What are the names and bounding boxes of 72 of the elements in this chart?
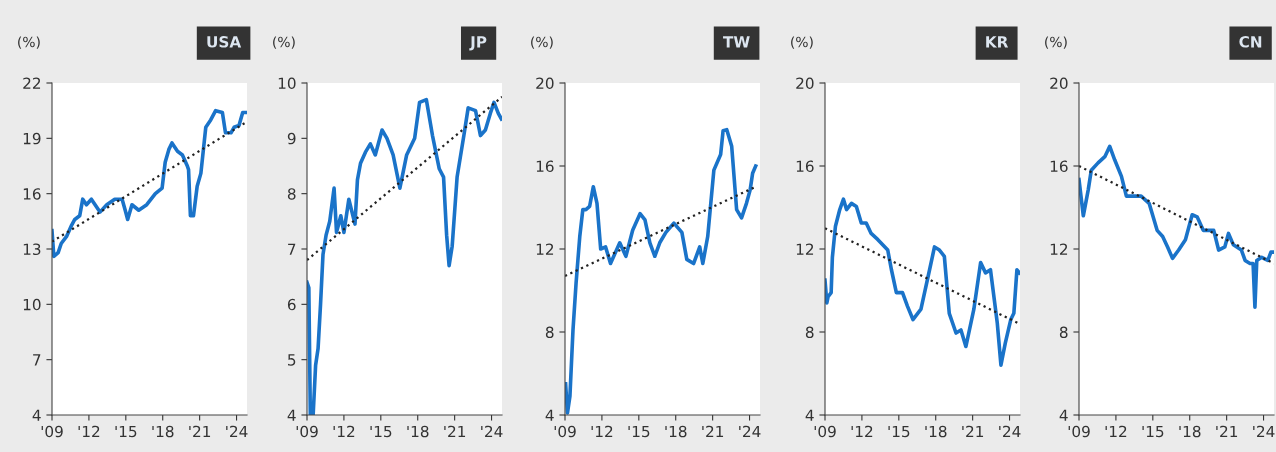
chart-title: TW	[723, 36, 750, 48]
line-series	[1079, 144, 1274, 309]
y-tick-label: 16	[796, 160, 814, 173]
x-tick-label: '21	[1216, 425, 1238, 438]
x-tick-label: '24	[226, 425, 248, 438]
x-tick-label: '12	[851, 425, 873, 438]
y-tick-label: 16	[23, 188, 41, 200]
x-tick-label: '09	[1068, 425, 1090, 438]
y-tick-label: 12	[796, 243, 814, 255]
y-tick-label: 8	[805, 326, 814, 339]
y-axis-title: (%)	[1045, 36, 1067, 49]
x-tick-label: '09	[296, 425, 318, 438]
y-axis-title: (%)	[531, 36, 553, 49]
y-tick-label: 4	[1059, 409, 1068, 421]
y-tick-label: 4	[545, 409, 554, 421]
y-tick-label: 20	[1050, 77, 1068, 90]
x-tick-label: '12	[78, 425, 100, 438]
y-tick-label: 4	[805, 409, 814, 421]
x-tick-label: '24	[999, 425, 1021, 438]
y-tick-label: 8	[545, 326, 554, 339]
x-tick-label: '12	[1105, 425, 1127, 438]
x-tick-label: '09	[41, 425, 63, 438]
y-tick-label: 20	[796, 77, 814, 90]
x-tick-label: '15	[888, 425, 910, 438]
chart-title: KR	[986, 36, 1009, 48]
x-tick-label: '24	[739, 425, 761, 438]
x-tick-label: '21	[702, 425, 724, 438]
x-tick-label: '12	[333, 425, 355, 438]
y-tick-label: 7	[288, 243, 296, 255]
x-tick-label: '24	[1253, 425, 1275, 438]
x-tick-label: '15	[1142, 425, 1164, 438]
x-tick-label: '18	[925, 425, 947, 438]
y-axis-title: (%)	[18, 36, 40, 49]
y-tick-label: 8	[287, 188, 296, 200]
y-tick-label: 12	[1050, 243, 1068, 255]
x-tick-label: '15	[115, 425, 137, 438]
x-tick-label: '18	[407, 425, 429, 438]
y-tick-label: 4	[32, 409, 41, 421]
x-tick-label: '18	[152, 425, 174, 438]
y-tick-label: 4	[287, 409, 296, 421]
chart-title: USA	[207, 36, 242, 48]
y-tick-label: 10	[278, 77, 296, 90]
y-tick-label: 12	[536, 243, 554, 255]
y-tick-label: 16	[536, 160, 554, 173]
y-tick-label: 6	[287, 298, 296, 311]
y-tick-label: 5	[288, 354, 296, 366]
y-tick-label: 16	[1050, 160, 1068, 173]
line-series	[52, 108, 247, 259]
x-tick-label: '15	[370, 425, 392, 438]
y-tick-label: 13	[23, 243, 41, 256]
y-tick-label: 7	[33, 354, 41, 366]
x-tick-label: '12	[591, 425, 613, 438]
x-tick-label: '21	[189, 425, 211, 438]
y-axis-title: (%)	[791, 36, 813, 49]
chart-title: CN	[1239, 36, 1262, 48]
x-tick-label: '21	[444, 425, 466, 438]
y-axis-title: (%)	[273, 36, 295, 49]
x-tick-label: '21	[962, 425, 984, 438]
chart-title: JP	[469, 36, 487, 51]
y-tick-label: 20	[536, 77, 554, 90]
y-tick-label: 10	[23, 298, 41, 311]
x-tick-label: '09	[814, 425, 836, 438]
y-tick-label: 8	[1059, 326, 1068, 339]
x-tick-label: '24	[481, 425, 503, 438]
y-tick-label: 22	[23, 77, 41, 89]
y-tick-label: 9	[287, 132, 296, 145]
x-tick-label: '18	[665, 425, 687, 438]
x-tick-label: '18	[1179, 425, 1201, 438]
line-series	[825, 197, 1020, 368]
y-tick-label: 19	[23, 132, 41, 145]
x-tick-label: '09	[554, 425, 576, 438]
x-tick-label: '15	[628, 425, 650, 438]
